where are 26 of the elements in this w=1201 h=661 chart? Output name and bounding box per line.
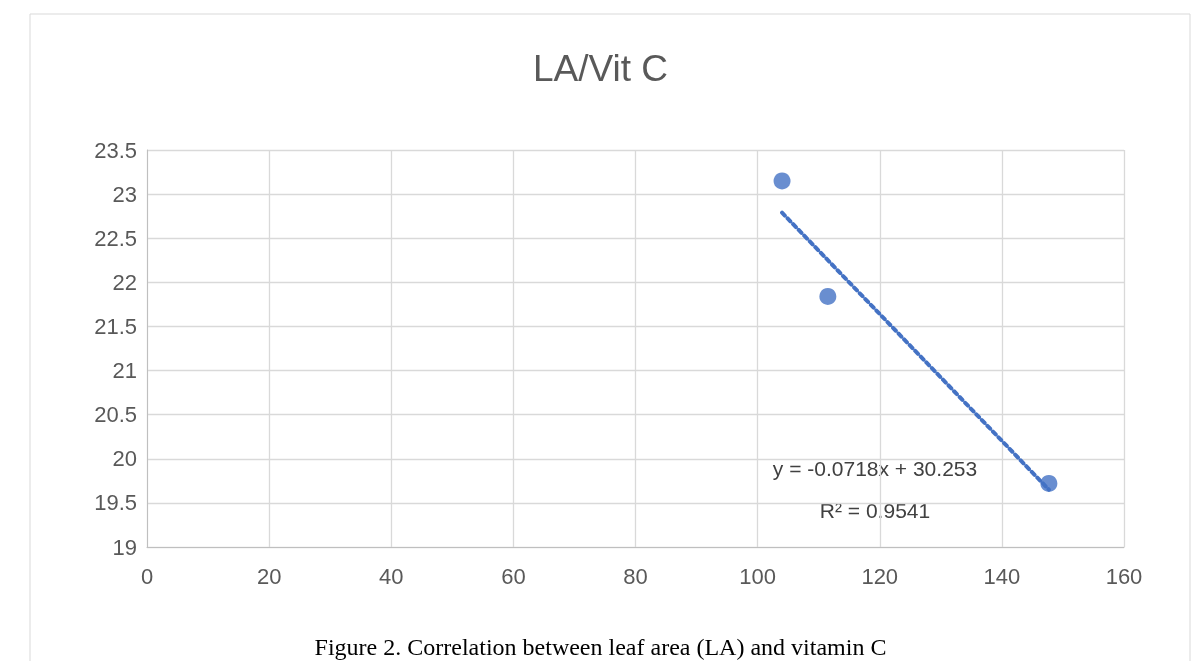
- chart-title: LA/Vit C: [532, 48, 669, 89]
- point: [819, 287, 837, 305]
- x-tick-label: 140: [983, 563, 1021, 589]
- x-tick-label: 100: [739, 563, 776, 589]
- point: [773, 172, 791, 190]
- y-tick-label: 23: [112, 181, 137, 207]
- x-tick-label: 160: [1105, 563, 1143, 589]
- y-tick-label: 19: [112, 534, 137, 560]
- y-tick-label: 20.5: [94, 402, 137, 428]
- y-tick-label: 21: [112, 358, 137, 384]
- x-tick-label: 80: [623, 563, 648, 589]
- x-tick-label: 20: [256, 563, 282, 589]
- y-tick-label: 20: [112, 446, 137, 472]
- x-tick-label: 60: [501, 563, 526, 589]
- point: [1040, 474, 1058, 492]
- annotation: y = -0.0718x + 30.253: [772, 457, 978, 480]
- annotation: R² = 0.9541: [819, 499, 931, 522]
- x-tick-label: 0: [140, 563, 154, 589]
- y-tick-label: 22: [112, 269, 137, 295]
- x-tick-label: 40: [379, 563, 404, 589]
- x-tick-label: 120: [861, 563, 899, 589]
- y-tick-label: 21.5: [94, 313, 137, 339]
- y-tick-label: 19.5: [94, 490, 137, 516]
- y-tick-label: 22.5: [94, 225, 137, 251]
- caption: Figure 2. Correlation between leaf area (LA) and vitamin C: [314, 634, 887, 660]
- y-tick-label: 23.5: [94, 137, 137, 163]
